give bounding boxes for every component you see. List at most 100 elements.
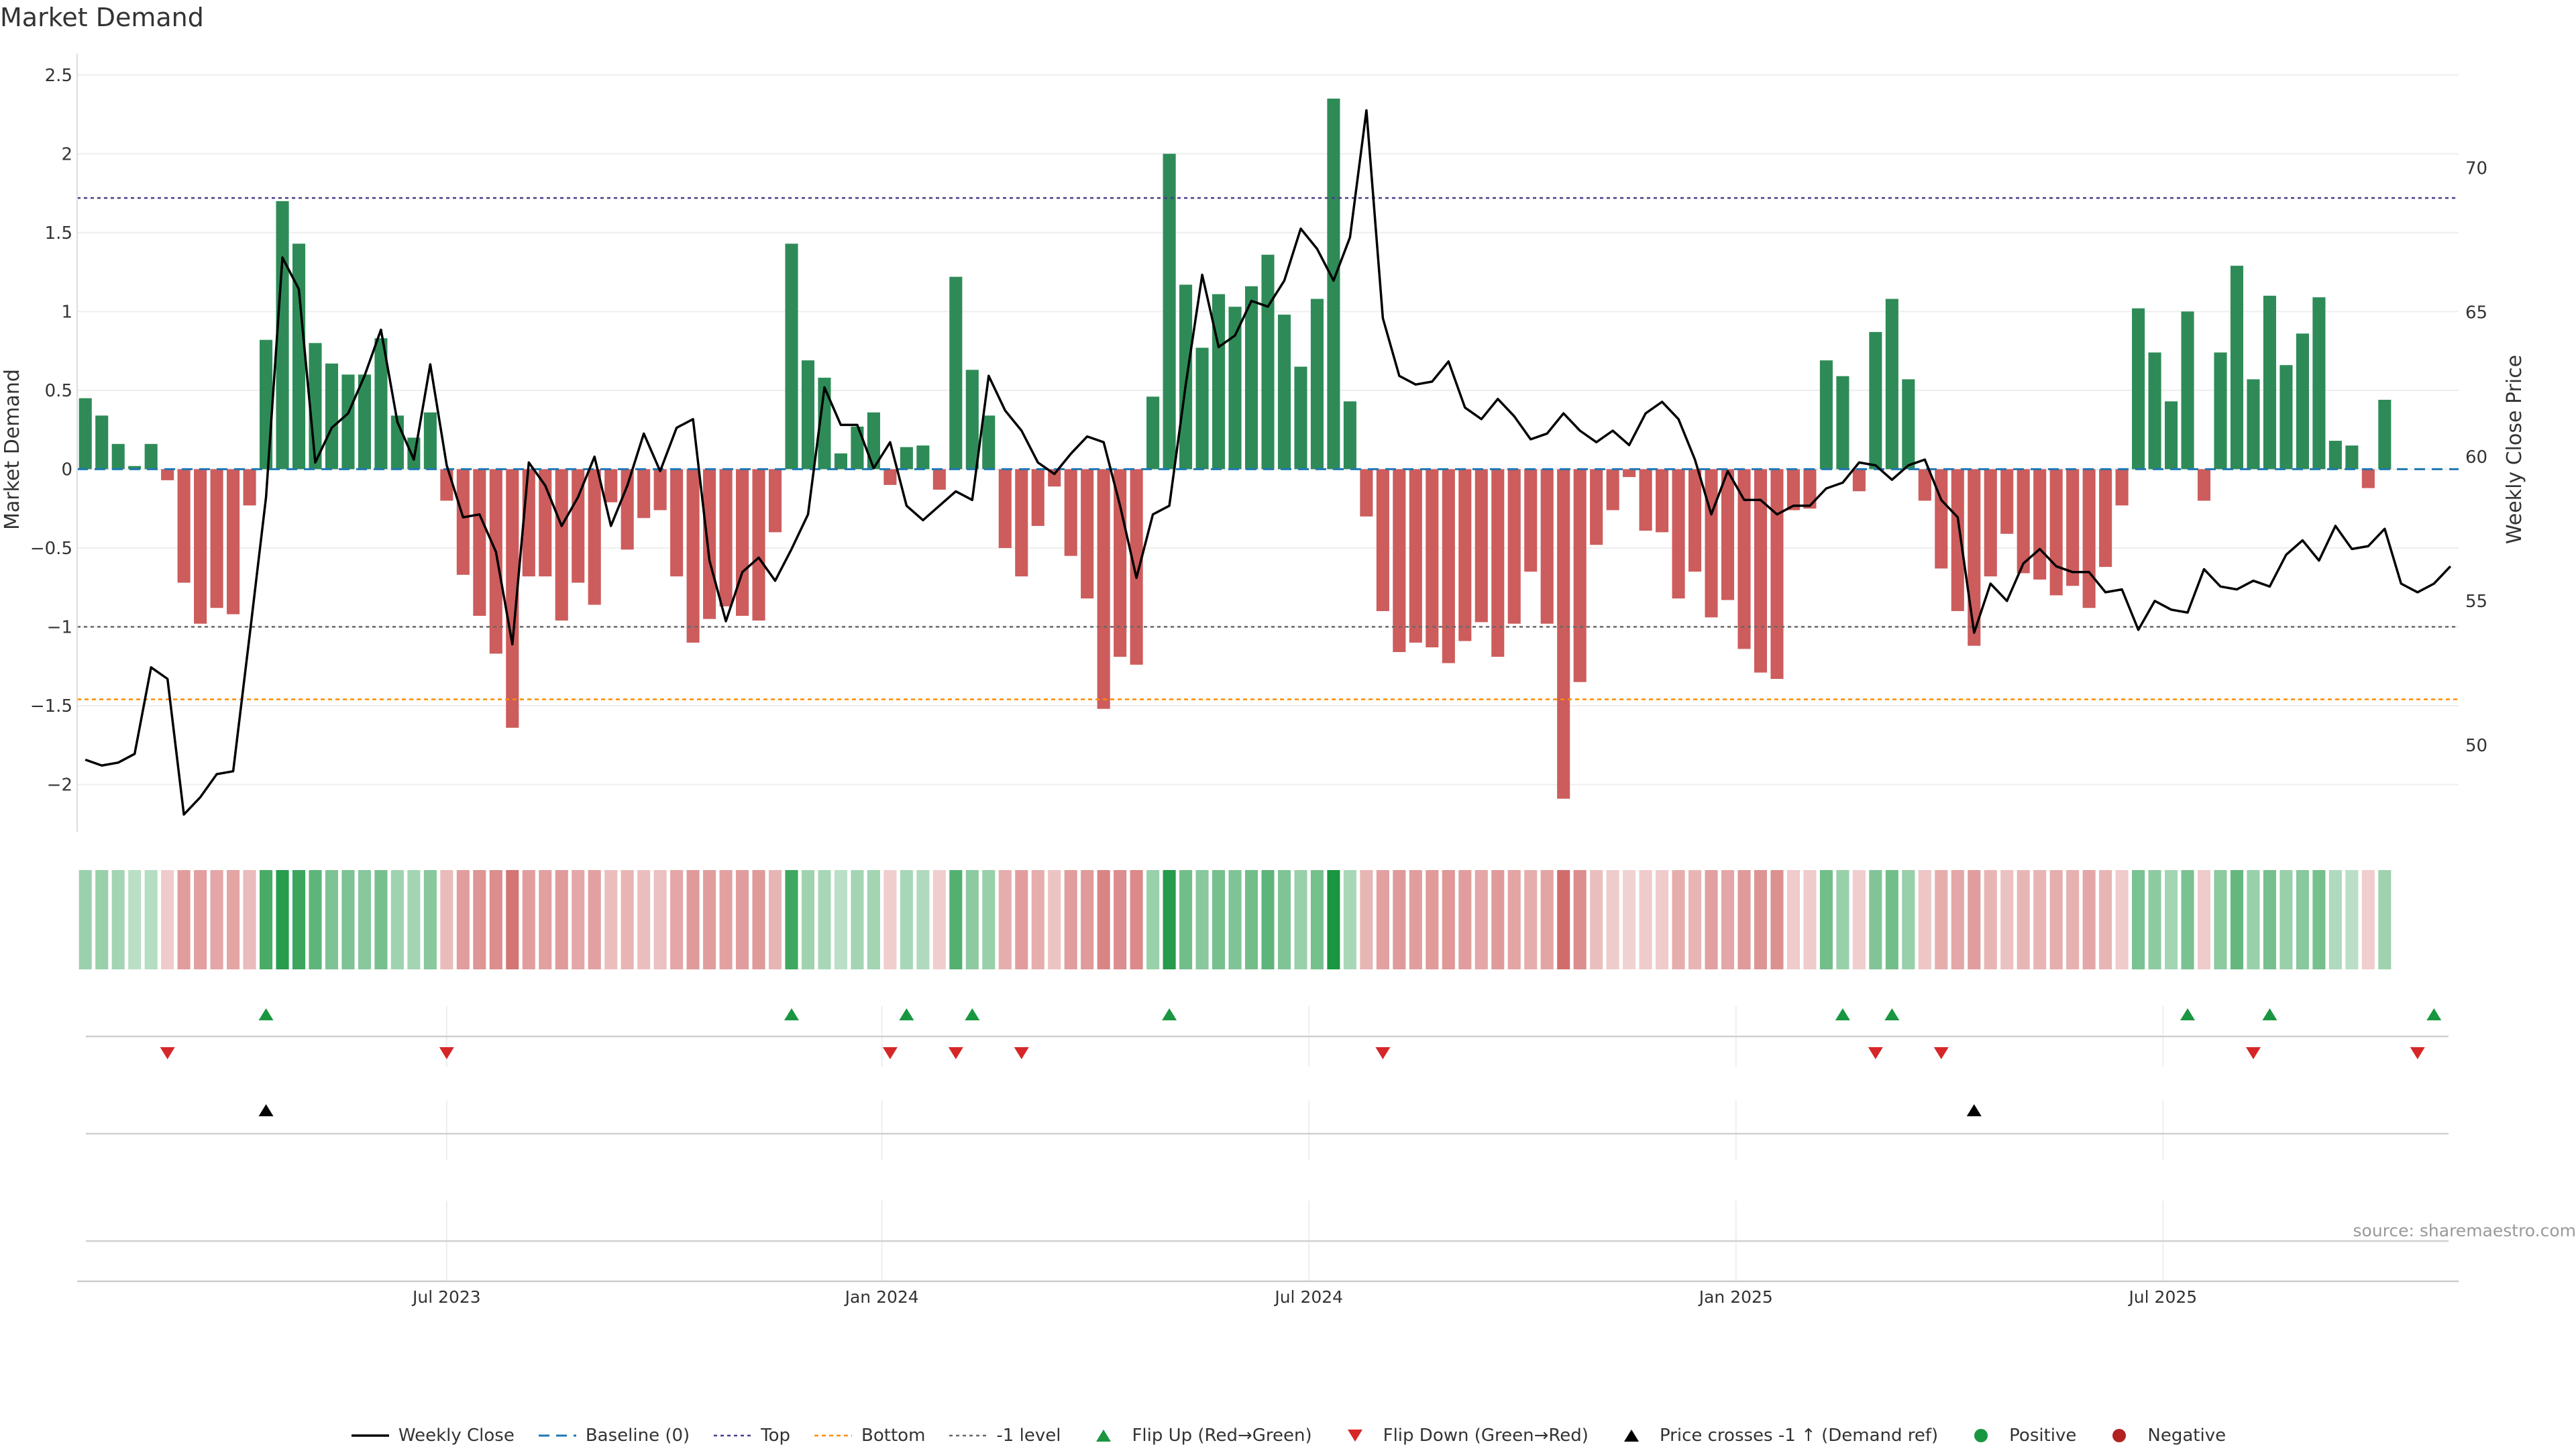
demand-bar	[1852, 469, 1866, 492]
demand-bar	[1557, 469, 1570, 799]
demand-bar	[1688, 469, 1702, 572]
demand-bar	[2378, 399, 2392, 470]
y2-tick-label: 65	[2465, 303, 2487, 323]
demand-bar	[2165, 401, 2178, 470]
y2-tick-label: 70	[2465, 159, 2487, 179]
legend-label: Flip Up (Red→Green)	[1132, 1426, 1312, 1446]
demand-strip-cell	[1195, 870, 1209, 969]
demand-strip-cell	[1244, 870, 1258, 969]
y-tick-label: −1.5	[30, 696, 72, 716]
demand-bar	[719, 469, 733, 606]
demand-strip-cell	[785, 870, 798, 969]
weekly-close-line	[85, 109, 2452, 816]
demand-bar	[161, 469, 174, 480]
demand-bar	[506, 469, 519, 728]
demand-bar	[932, 469, 946, 490]
demand-bar	[1146, 396, 1160, 470]
demand-bar	[2197, 469, 2211, 501]
demand-bar	[1754, 469, 1768, 673]
legend-symbol-dot-green	[1961, 1428, 2001, 1444]
demand-bar	[2247, 379, 2260, 470]
legend-item: Top	[712, 1426, 790, 1446]
demand-strip-cell	[588, 870, 601, 969]
demand-strip-cell	[2214, 870, 2227, 969]
y2-tick-label: 55	[2465, 592, 2487, 612]
demand-bar	[2328, 441, 2342, 470]
demand-bar	[867, 412, 880, 470]
legend-label: Baseline (0)	[585, 1426, 690, 1446]
demand-bar	[111, 443, 125, 470]
demand-bar	[2181, 311, 2194, 470]
demand-strip-cell	[1803, 870, 1817, 969]
flip-up-marker	[1162, 1008, 1177, 1020]
flip-down-marker	[160, 1047, 175, 1059]
demand-strip-cell	[506, 870, 519, 969]
demand-strip-cell	[637, 870, 651, 969]
demand-strip-cell	[1754, 870, 1768, 969]
demand-bar	[1393, 469, 1406, 653]
demand-strip-cell	[719, 870, 733, 969]
demand-bar	[670, 469, 684, 577]
demand-strip-cell	[1393, 870, 1406, 969]
y-tick-label: −1	[47, 617, 72, 637]
demand-bar	[243, 469, 256, 506]
demand-bar	[1968, 469, 1981, 646]
flip-up-marker	[965, 1008, 980, 1020]
demand-strip-cell	[1081, 870, 1094, 969]
legend-item: Weekly Close	[350, 1426, 515, 1446]
legend-label: Negative	[2147, 1426, 2226, 1446]
flip-down-marker	[439, 1047, 454, 1059]
demand-bar	[1672, 469, 1685, 599]
demand-strip-cell	[1114, 870, 1127, 969]
demand-bar	[1097, 469, 1110, 709]
flip-up-marker	[1884, 1008, 1900, 1020]
demand-bar	[2312, 297, 2326, 470]
demand-strip-cell	[456, 870, 470, 969]
demand-bar	[1639, 469, 1652, 531]
demand-bar	[1426, 469, 1439, 647]
demand-bar	[194, 469, 207, 624]
demand-strip-cell	[883, 870, 897, 969]
demand-strip-cell	[686, 870, 700, 969]
legend-item: Bottom	[813, 1426, 925, 1446]
demand-bar	[916, 445, 930, 470]
demand-strip-cell	[752, 870, 765, 969]
demand-strip-cell	[2066, 870, 2080, 969]
flip-up-marker	[2262, 1008, 2277, 1020]
demand-bar	[374, 338, 388, 470]
demand-bar	[768, 469, 782, 533]
legend-item: Flip Up (Red→Green)	[1083, 1426, 1312, 1446]
legend-item: Price crosses -1 ↑ (Demand ref)	[1611, 1426, 1938, 1446]
demand-bar	[1737, 469, 1751, 649]
demand-strip-cell	[1902, 870, 1915, 969]
chart-title: Market Demand	[0, 3, 204, 32]
demand-bar	[78, 398, 92, 470]
demand-strip-cell	[1852, 870, 1866, 969]
x-tick-label: Jul 2024	[1273, 1287, 1343, 1307]
flip-down-marker	[948, 1047, 963, 1059]
demand-bar	[456, 469, 470, 575]
demand-strip-cell	[1261, 870, 1275, 969]
flip-down-marker	[1868, 1047, 1883, 1059]
demand-bar	[2115, 469, 2129, 506]
demand-strip-cell	[1343, 870, 1356, 969]
demand-bar	[210, 469, 223, 608]
demand-bar	[2361, 469, 2375, 488]
demand-strip-cell	[768, 870, 782, 969]
demand-strip-cell	[2263, 870, 2276, 969]
demand-strip-cell	[128, 870, 142, 969]
demand-bar	[2000, 469, 2014, 534]
demand-strip-cell	[998, 870, 1012, 969]
demand-strip-cell	[1130, 870, 1143, 969]
demand-strip-cell	[2361, 870, 2375, 969]
legend-item: -1 level	[948, 1426, 1061, 1446]
demand-strip-cell	[2378, 870, 2392, 969]
demand-strip-cell	[949, 870, 963, 969]
x-tick-label: Jan 2025	[1698, 1287, 1773, 1307]
legend-symbol-dash-baseline	[537, 1428, 578, 1444]
demand-bar	[2230, 266, 2244, 470]
demand-bar	[489, 469, 502, 654]
demand-bar	[1623, 469, 1636, 478]
demand-strip-cell	[1064, 870, 1077, 969]
demand-bar	[2017, 469, 2030, 574]
